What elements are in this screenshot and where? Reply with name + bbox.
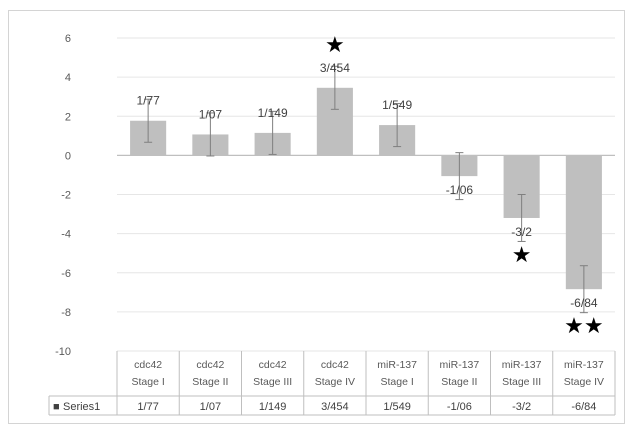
- significance-star: ★: [325, 33, 345, 58]
- x-tick-label: Stage I: [131, 376, 164, 388]
- data-label: 1/07: [199, 107, 223, 121]
- table-value: 1/549: [383, 401, 411, 413]
- table-value: 1/07: [200, 401, 221, 413]
- x-tick-label: miR-137: [377, 359, 417, 371]
- x-tick-label: Stage II: [192, 376, 228, 388]
- x-tick-label: Stage III: [253, 376, 292, 388]
- table-value: -3/2: [512, 401, 531, 413]
- significance-star: ★★: [564, 314, 603, 339]
- x-tick-label: Stage I: [380, 376, 413, 388]
- y-tick-label: -2: [61, 190, 71, 202]
- x-tick-label: Stage II: [441, 376, 477, 388]
- y-tick-label: -10: [55, 346, 71, 358]
- data-label: -6/84: [570, 296, 598, 310]
- y-tick-label: 2: [65, 111, 71, 123]
- data-label: 3/454: [320, 61, 350, 75]
- table-value: 1/149: [259, 401, 287, 413]
- data-label: 1/549: [382, 98, 412, 112]
- x-tick-label: miR-137: [564, 359, 604, 371]
- bar-chart: 6 4 2 0 -2 -4 -6 -8 -10 1/77 1/07 1/149 3/454 1/549 -1…: [48, 33, 616, 416]
- y-tick-label: 4: [65, 72, 71, 84]
- x-tick-label: cdc42: [196, 359, 224, 371]
- y-tick-label: -4: [61, 229, 71, 241]
- table-value: -6/84: [571, 401, 596, 413]
- chart-frame: 6 4 2 0 -2 -4 -6 -8 -10 1/77 1/07 1/149 3/454 1/549 -1…: [8, 10, 625, 424]
- data-label: 1/77: [136, 94, 160, 108]
- data-label: -1/06: [446, 183, 474, 197]
- y-tick-label: 0: [65, 150, 71, 162]
- x-tick-label: cdc42: [134, 359, 162, 371]
- data-label: -3/2: [511, 225, 532, 239]
- x-tick-label: cdc42: [259, 359, 287, 371]
- x-tick-label: Stage IV: [564, 376, 604, 388]
- x-tick-label: cdc42: [321, 359, 349, 371]
- legend-key: ■: [53, 401, 60, 413]
- y-tick-label: -6: [61, 268, 71, 280]
- x-tick-label: miR-137: [440, 359, 480, 371]
- y-tick-label: 6: [65, 33, 71, 45]
- table-value: -1/06: [447, 401, 472, 413]
- legend-label: Series1: [63, 401, 100, 413]
- y-tick-label: -8: [61, 307, 71, 319]
- data-label: 1/149: [258, 106, 288, 120]
- x-tick-label: Stage IV: [315, 376, 355, 388]
- significance-star: ★: [512, 243, 532, 268]
- x-tick-label: miR-137: [502, 359, 542, 371]
- table-value: 3/454: [321, 401, 349, 413]
- x-tick-label: Stage III: [502, 376, 541, 388]
- table-value: 1/77: [137, 401, 158, 413]
